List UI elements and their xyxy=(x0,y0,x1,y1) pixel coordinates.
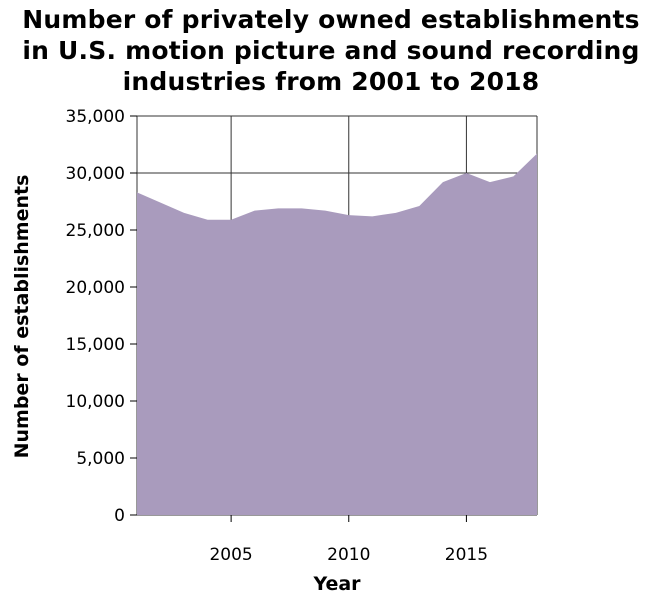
x-tick-labels: 2005 2010 2015 xyxy=(209,545,488,565)
y-tick-labels: 0 5,000 10,000 15,000 20,000 25,000 30,000 35,0… xyxy=(66,107,125,526)
chart-title-line-3: industries from 2001 to 2018 xyxy=(122,67,540,96)
y-tick-label: 5,000 xyxy=(76,449,125,469)
series-area xyxy=(137,153,537,515)
chart-title-line-1: Number of privately owned establishments xyxy=(22,5,640,34)
y-tick-label: 10,000 xyxy=(66,392,125,412)
y-tick-label: 25,000 xyxy=(66,221,125,241)
chart-title-line-2: in U.S. motion picture and sound recordi… xyxy=(22,36,640,65)
axes xyxy=(130,115,467,522)
x-tick-label: 2015 xyxy=(445,545,488,565)
y-tick-label: 30,000 xyxy=(66,164,125,184)
x-tick-label: 2005 xyxy=(209,545,252,565)
y-tick-label: 0 xyxy=(114,506,125,526)
x-tick-label: 2010 xyxy=(327,545,370,565)
y-tick-label: 15,000 xyxy=(66,335,125,355)
y-axis-title: Number of establishments xyxy=(11,175,33,459)
x-axis-title: Year xyxy=(312,573,361,595)
chart-title: Number of privately owned establishments… xyxy=(0,4,662,97)
y-tick-label: 35,000 xyxy=(66,107,125,127)
y-tick-label: 20,000 xyxy=(66,278,125,298)
